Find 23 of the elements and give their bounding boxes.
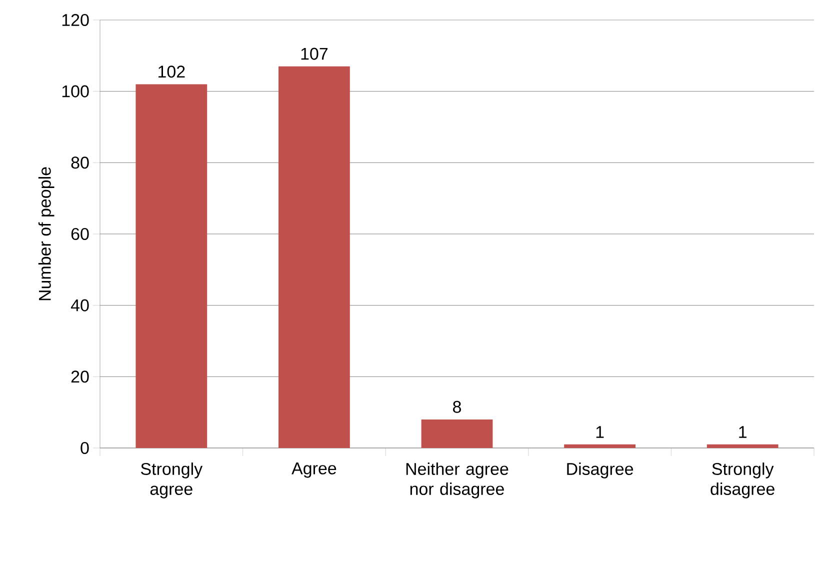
x-tick-label: Agree — [292, 462, 336, 478]
x-tick-label: Strongly agree — [140, 462, 203, 498]
bar — [706, 444, 778, 448]
data-label: 1 — [596, 426, 604, 438]
y-tick-label: 0 — [80, 442, 89, 454]
data-label: 1 — [739, 426, 746, 438]
y-tick-label: 80 — [71, 156, 89, 169]
data-label: 102 — [158, 66, 185, 78]
bar — [421, 419, 493, 448]
data-label: 8 — [453, 400, 461, 413]
y-axis-title: Number of people — [38, 167, 54, 300]
data-label: 107 — [301, 48, 328, 60]
y-tick-label: 40 — [70, 299, 89, 312]
bar — [564, 444, 636, 448]
y-tick-label: 20 — [71, 370, 89, 383]
y-tick-label: 120 — [62, 14, 89, 26]
bar — [278, 66, 350, 448]
y-tick-label: 60 — [71, 228, 89, 240]
x-tick-label: Strongly disagree — [710, 462, 774, 498]
y-tick-label: 100 — [62, 85, 89, 98]
x-tick-label: Neither agree nor disagree — [406, 462, 508, 498]
x-tick-label: Disagree — [567, 462, 634, 478]
bar — [136, 84, 208, 448]
